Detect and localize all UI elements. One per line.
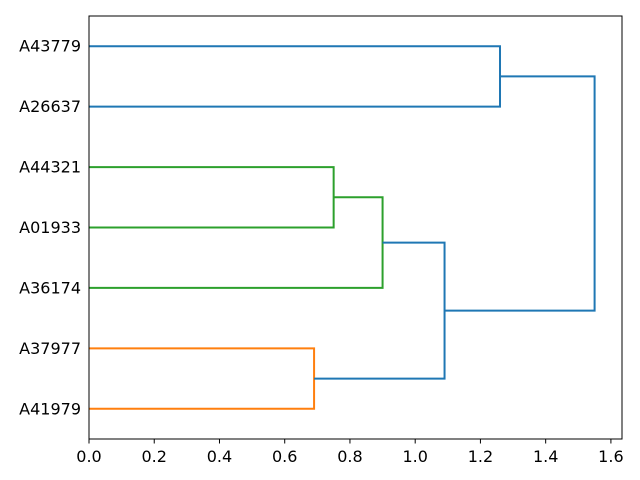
leaf-label-A43779: A43779	[19, 37, 81, 56]
x-tick-label-0.2: 0.2	[142, 447, 167, 466]
x-tick-label-0.6: 0.6	[272, 447, 297, 466]
x-tick-label-0.4: 0.4	[207, 447, 232, 466]
axes-frame	[88, 15, 623, 440]
x-tick-label-1.6: 1.6	[598, 447, 623, 466]
x-tick-label-1.4: 1.4	[533, 447, 558, 466]
x-tick-label-1.0: 1.0	[402, 447, 427, 466]
x-tick-label-1.2: 1.2	[468, 447, 493, 466]
leaf-label-A36174: A36174	[19, 278, 81, 297]
x-tick-label-0.0: 0.0	[76, 447, 101, 466]
leaf-label-A41979: A41979	[19, 399, 81, 418]
leaf-label-A44321: A44321	[19, 158, 81, 177]
dendrogram-link-merge-root	[444, 75, 596, 312]
leaf-label-A37977: A37977	[19, 339, 81, 358]
leaf-label-A26637: A26637	[19, 97, 81, 116]
leaf-label-A01933: A01933	[19, 218, 81, 237]
x-tick-label-0.8: 0.8	[337, 447, 362, 466]
